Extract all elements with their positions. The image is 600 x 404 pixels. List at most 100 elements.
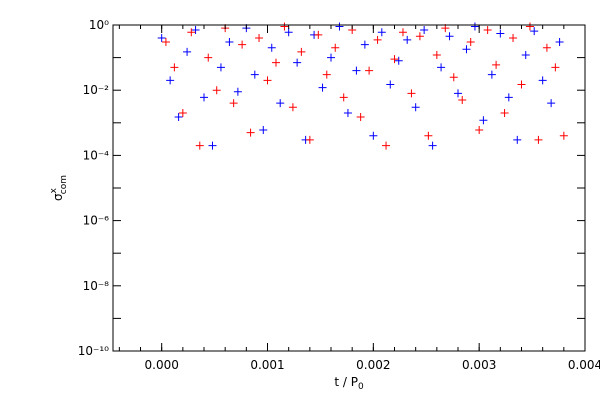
scatter-point (437, 63, 446, 72)
scatter-point (373, 35, 382, 44)
scatter-point (382, 141, 391, 150)
scatter-point (542, 43, 551, 52)
scatter-point (200, 93, 209, 102)
scatter-point (314, 30, 323, 39)
scatter-point (428, 141, 437, 150)
scatter-point (445, 32, 454, 41)
scatter-point (284, 28, 293, 37)
scatter-point (255, 33, 264, 42)
scatter-point (280, 22, 289, 31)
scatter-point (547, 99, 556, 108)
scatter-point (365, 66, 374, 75)
scatter-point (339, 93, 348, 102)
scatter-point (352, 66, 361, 75)
scatter-point (462, 45, 471, 54)
scatter-point (187, 28, 196, 37)
scatter-point (466, 38, 475, 47)
scatter-point (521, 51, 530, 60)
scatter-point (432, 51, 441, 60)
scatter-point (238, 40, 247, 49)
scatter-point (166, 76, 175, 85)
scatter-point (331, 43, 340, 52)
scatter-point (229, 99, 238, 108)
scatter-point (288, 103, 297, 112)
scatter-point (356, 113, 365, 122)
scatter-point (420, 26, 429, 35)
x-label-text: t / P (334, 375, 358, 389)
scatter-point (479, 116, 488, 125)
scatter-point (183, 47, 192, 56)
scatter-point (424, 131, 433, 140)
x-tick-label: 0.003 (462, 358, 496, 372)
scatter-point (195, 141, 204, 150)
scatter-point (407, 89, 416, 98)
scatter-point (178, 108, 187, 117)
scatter-point (225, 38, 234, 47)
x-tick-label: 0.000 (145, 358, 179, 372)
x-tick-label: 0.002 (356, 358, 390, 372)
scatter-point (411, 103, 420, 112)
x-axis-label: t / P0 (334, 375, 364, 392)
scatter-point (487, 70, 496, 79)
scatter-point (377, 28, 386, 37)
scatter-point (509, 33, 518, 42)
scatter-point (267, 43, 276, 52)
scatter-point (534, 135, 543, 144)
scatter-point (475, 126, 484, 135)
scatter-point (343, 108, 352, 117)
scatter-point (538, 76, 547, 85)
y-label-superscript: x (49, 187, 59, 193)
scatter-point (500, 108, 509, 117)
scatter-point (271, 58, 280, 67)
scatter-point (559, 131, 568, 140)
scatter-point (263, 76, 272, 85)
scatter-point (305, 135, 314, 144)
scatter-point (555, 38, 564, 47)
x-tick-label: 0.001 (250, 358, 284, 372)
scatter-point (157, 33, 166, 42)
scatter-point (449, 73, 458, 82)
y-tick-label: 10⁻² (83, 83, 110, 97)
scatter-point (246, 128, 255, 137)
scatter-point (174, 113, 183, 122)
scatter-point (259, 126, 268, 135)
scatter-point (161, 38, 170, 47)
scatter-point (517, 80, 526, 89)
scatter-point (369, 131, 378, 140)
scatter-point (470, 22, 479, 31)
scatter-point (335, 22, 344, 31)
scatter-point (322, 70, 331, 79)
scatter-point (170, 63, 179, 72)
scatter-point (398, 28, 407, 37)
scatter-point (191, 26, 200, 35)
scatter-point (504, 93, 513, 102)
scatter-point (403, 35, 412, 44)
scatter-point (276, 99, 285, 108)
x-label-subscript: 0 (358, 382, 364, 392)
scatter-point (204, 53, 213, 62)
scatter-point (454, 89, 463, 98)
scatter-point (216, 63, 225, 72)
scatter-point (458, 96, 467, 105)
scatter-point (297, 47, 306, 56)
y-tick-label: 10⁰ (89, 18, 109, 32)
scatter-point (250, 70, 259, 79)
scatter-point (394, 56, 403, 65)
y-label-subscript: com (59, 175, 69, 194)
scatter-point (327, 53, 336, 62)
scatter-point (293, 58, 302, 67)
scatter-point (415, 32, 424, 41)
scatter-point (318, 83, 327, 92)
scatter-point (483, 26, 492, 35)
y-tick-label: 10⁻⁸ (83, 279, 110, 293)
scatter-point (513, 135, 522, 144)
scatter-point (496, 29, 505, 38)
scatter-point (212, 86, 221, 95)
scatter-point (360, 40, 369, 49)
y-axis-label: σxcom (49, 175, 69, 201)
scatter-point (208, 141, 217, 150)
scatter-point (530, 27, 539, 36)
